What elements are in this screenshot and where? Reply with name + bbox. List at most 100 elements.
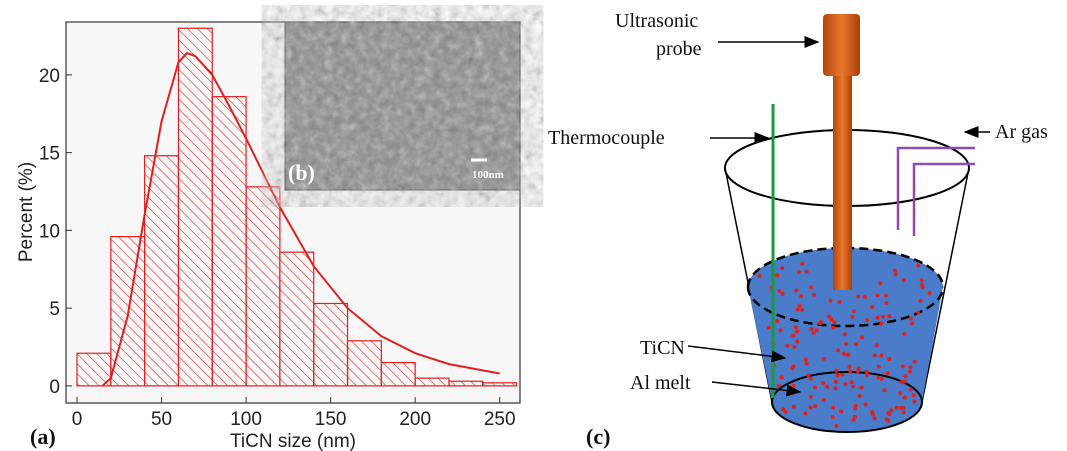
bar [348, 341, 382, 386]
particle [792, 345, 796, 349]
particle [815, 328, 819, 332]
particle [822, 398, 826, 402]
particle [859, 386, 863, 390]
particle [786, 344, 790, 348]
particle [797, 270, 801, 274]
particle [809, 395, 813, 399]
particle [887, 314, 891, 318]
particle [876, 293, 880, 297]
bar [483, 383, 517, 386]
particle [781, 292, 785, 296]
particle [893, 269, 897, 273]
particle [789, 392, 793, 396]
y-tick-label: 10 [39, 221, 60, 242]
inset: (b) 100nm [285, 22, 520, 190]
particle [777, 289, 781, 293]
particle [831, 326, 835, 330]
particle [901, 406, 905, 410]
bar [314, 303, 348, 385]
particle [908, 370, 912, 374]
particle [835, 369, 839, 373]
bar [415, 378, 449, 386]
particle [844, 382, 848, 386]
particle [887, 357, 891, 361]
particle [901, 411, 905, 415]
particles-label: TiCN [640, 337, 685, 359]
particle [908, 365, 912, 369]
particle [848, 369, 852, 373]
particle [854, 404, 858, 408]
particle [843, 332, 847, 336]
particle [825, 385, 829, 389]
particle [884, 294, 888, 298]
particle [850, 315, 854, 319]
particle [902, 332, 906, 336]
particle [913, 400, 917, 404]
particle [804, 412, 808, 416]
particle [839, 410, 843, 414]
particle [876, 316, 880, 320]
bar [212, 97, 246, 386]
panel-label: (c) [586, 424, 610, 449]
particle [916, 311, 920, 315]
particle [846, 353, 850, 357]
particle [876, 376, 880, 380]
particle [805, 270, 809, 274]
particle [838, 300, 842, 304]
particle [901, 364, 905, 368]
particle [813, 386, 817, 390]
particle [921, 285, 925, 289]
bar [178, 28, 212, 386]
x-tick-label: 150 [315, 409, 347, 430]
particle [804, 357, 808, 361]
particle [780, 266, 784, 270]
particle [858, 394, 862, 398]
particle [852, 309, 856, 313]
particle [798, 304, 802, 308]
particle [836, 348, 840, 352]
particle [894, 272, 898, 276]
particle [809, 285, 813, 289]
particle [884, 301, 888, 305]
y-tick-label: 15 [39, 144, 60, 165]
particle [863, 295, 867, 299]
particle [775, 319, 779, 323]
particle [879, 354, 883, 358]
particle [878, 282, 882, 286]
particle [809, 377, 813, 381]
particle [889, 408, 893, 412]
particle [821, 381, 825, 385]
probe-rod [833, 74, 852, 290]
sem-texture [285, 22, 520, 190]
particle [778, 328, 782, 332]
probe-label: Ultrasonic [615, 10, 698, 32]
particle [886, 411, 890, 415]
particle [835, 373, 839, 377]
particle [928, 291, 932, 295]
particle [883, 388, 887, 392]
particle [800, 308, 804, 312]
particle [909, 387, 913, 391]
bar [246, 187, 280, 386]
x-tick-label: 250 [484, 409, 516, 430]
particle [851, 385, 855, 389]
particle [822, 357, 826, 361]
x-tick-label: 200 [399, 409, 431, 430]
particle [902, 278, 906, 282]
particle [885, 418, 889, 422]
particle [886, 371, 890, 375]
inset-label: (b) [288, 160, 315, 185]
particle [898, 391, 902, 395]
particle [881, 315, 885, 319]
particle [775, 273, 779, 277]
particle [809, 406, 813, 410]
particle [795, 340, 799, 344]
particle [856, 369, 860, 373]
bar [381, 363, 415, 386]
particle [792, 384, 796, 388]
particle [909, 317, 913, 321]
y-tick-label: 20 [39, 66, 60, 87]
particle [910, 322, 914, 326]
probe-head [823, 14, 860, 76]
particle [812, 331, 816, 335]
